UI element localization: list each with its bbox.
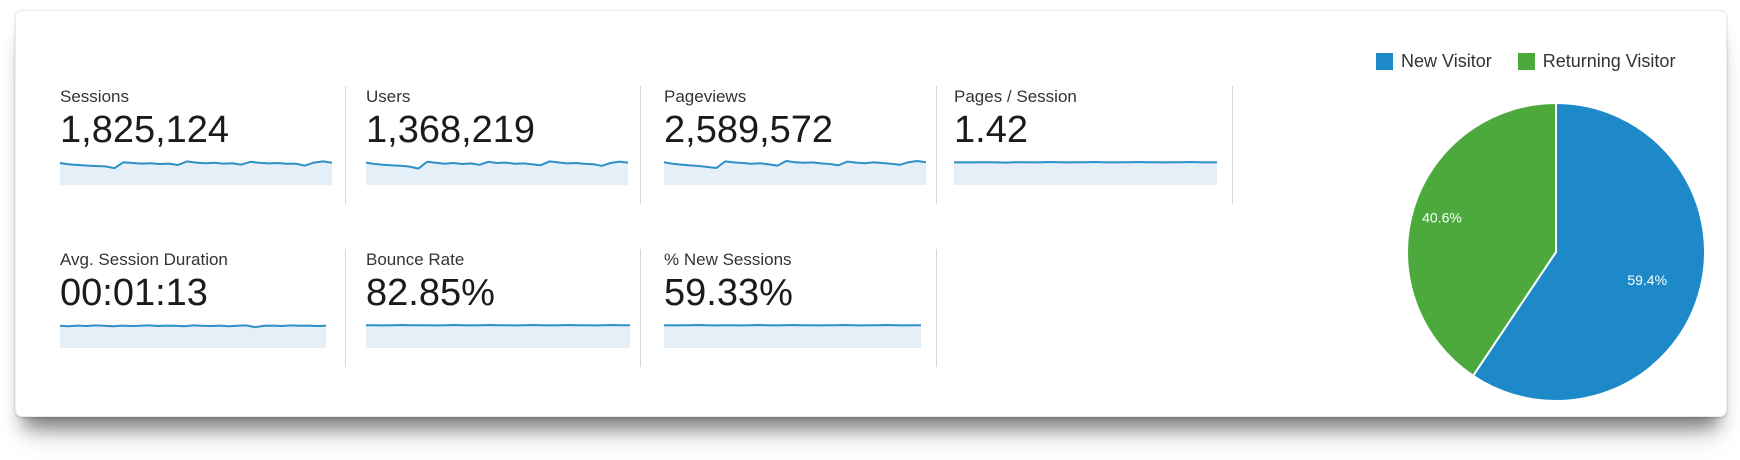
pie-slice-label: 40.6% <box>1422 209 1462 225</box>
metric-card-users[interactable]: Users 1,368,219 <box>366 86 628 185</box>
metric-value: 1,368,219 <box>366 109 536 151</box>
metric-value: 2,589,572 <box>664 109 834 151</box>
legend-label: Returning Visitor <box>1542 51 1676 71</box>
sparkline-area <box>60 325 326 348</box>
pie-chart: 59.4% 40.6% <box>1406 102 1706 402</box>
sparkline-area <box>366 325 630 348</box>
sparkline-line <box>366 161 628 168</box>
pie-legend: New Visitor Returning Visitor <box>1376 51 1675 72</box>
metric-label: Avg. Session Duration <box>60 250 228 269</box>
metric-card-avg-session-duration[interactable]: Avg. Session Duration 00:01:13 <box>60 249 326 348</box>
sparkline-line <box>60 161 332 168</box>
visitor-type-pie-chart: 59.4% 40.6% <box>1405 101 1707 403</box>
metric-label: Users <box>366 87 411 106</box>
card-divider <box>936 249 937 367</box>
metric-label: Bounce Rate <box>366 250 465 269</box>
legend-label: New Visitor <box>1401 51 1492 71</box>
sparkline-chart <box>664 318 921 348</box>
legend-item-new-visitor[interactable]: New Visitor <box>1376 51 1492 72</box>
metric-card-percent-new-sessions[interactable]: % New Sessions 59.33% <box>664 249 921 348</box>
metric-label: Pages / Session <box>954 87 1077 106</box>
pie-slice-label: 59.4% <box>1627 272 1667 288</box>
sparkline-area <box>366 161 628 185</box>
sparkline-chart <box>60 155 332 185</box>
card-divider <box>936 86 937 204</box>
sparkline-line <box>60 325 326 327</box>
metric-label: Sessions <box>60 87 129 106</box>
pie-slice-new-visitor[interactable] <box>1472 102 1706 402</box>
sparkline-area <box>954 162 1217 185</box>
pie-slice-returning-visitor[interactable] <box>1406 102 1557 377</box>
card-divider <box>1232 86 1233 204</box>
sparkline-chart <box>366 318 630 348</box>
metric-value: 00:01:13 <box>60 272 208 314</box>
sparkline-area <box>664 325 921 348</box>
card-divider <box>640 86 641 204</box>
card-divider <box>640 249 641 367</box>
card-divider <box>345 249 346 367</box>
sparkline-area <box>664 161 926 185</box>
metric-value: 1.42 <box>954 109 1028 151</box>
legend-swatch-returning-visitor-icon <box>1517 53 1535 70</box>
card-divider <box>345 86 346 204</box>
sparkline-chart <box>954 155 1217 185</box>
metric-value: 59.33% <box>664 272 793 314</box>
metric-card-bounce-rate[interactable]: Bounce Rate 82.85% <box>366 249 630 348</box>
metric-label: Pageviews <box>664 87 747 106</box>
metric-value: 82.85% <box>366 272 495 314</box>
legend-swatch-new-visitor-icon <box>1376 53 1393 70</box>
metric-card-pages-per-session[interactable]: Pages / Session 1.42 <box>954 86 1217 185</box>
metric-card-pageviews[interactable]: Pageviews 2,589,572 <box>664 86 926 185</box>
sparkline-chart <box>664 155 926 185</box>
dashboard-panel: Sessions 1,825,124 Users 1,368,219 Pagev… <box>15 10 1727 417</box>
sparkline-area <box>60 161 332 185</box>
sparkline-line <box>664 161 926 168</box>
metric-card-sessions[interactable]: Sessions 1,825,124 <box>60 86 332 185</box>
sparkline-chart <box>60 318 326 348</box>
legend-item-returning-visitor[interactable]: Returning Visitor <box>1517 51 1676 72</box>
metric-value: 1,825,124 <box>60 109 230 151</box>
metric-label: % New Sessions <box>664 250 792 269</box>
sparkline-line <box>954 162 1217 163</box>
sparkline-chart <box>366 155 628 185</box>
